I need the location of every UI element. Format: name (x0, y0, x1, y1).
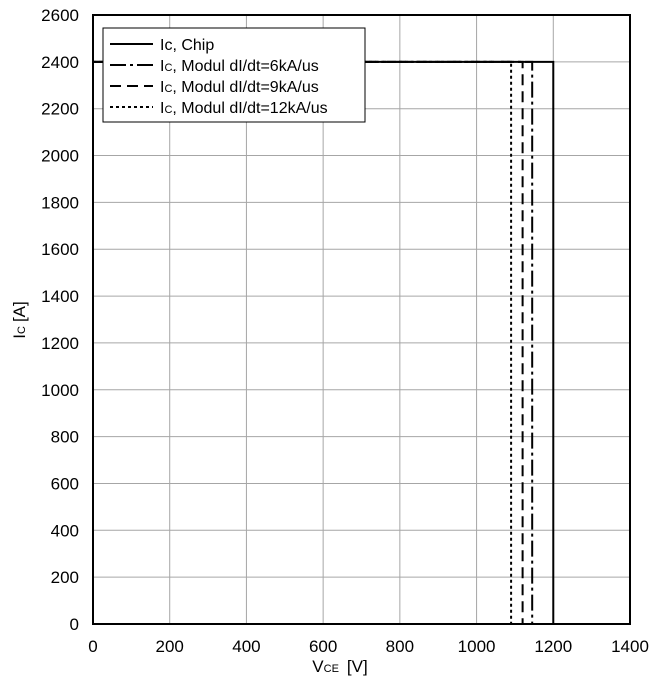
y-tick-label-10: 2000 (41, 147, 79, 166)
legend-label-0: Ic, Chip (160, 37, 214, 54)
x-tick-label-5: 1000 (458, 637, 496, 656)
y-tick-label-2: 400 (51, 521, 79, 540)
x-axis-label: VCE [V] (312, 657, 367, 676)
y-tick-label-4: 800 (51, 428, 79, 447)
legend-label-3: IC, Modul dI/dt=12kA/us (160, 100, 328, 117)
x-tick-label-6: 1200 (534, 637, 572, 656)
y-tick-label-13: 2600 (41, 6, 79, 25)
y-tick-label-8: 1600 (41, 240, 79, 259)
legend-label-1: IC, Modul dI/dt=6kA/us (160, 58, 319, 75)
y-tick-label-12: 2400 (41, 53, 79, 72)
x-tick-label-4: 800 (386, 637, 414, 656)
legend: Ic, Chip IC, Modul dI/dt=6kA/us IC, Modul … (102, 27, 366, 123)
y-tick-label-1: 200 (51, 568, 79, 587)
x-tick-label-1: 200 (156, 637, 184, 656)
tick-labels: 0 200 400 600 800 1000 1200 1400 0 200 400 600 800 10… (41, 6, 649, 656)
x-tick-label-3: 600 (309, 637, 337, 656)
x-tick-label-7: 1400 (611, 637, 649, 656)
x-tick-label-0: 0 (88, 637, 97, 656)
y-tick-label-6: 1200 (41, 334, 79, 353)
y-tick-label-5: 1000 (41, 381, 79, 400)
x-tick-label-2: 400 (232, 637, 260, 656)
plot-frame (92, 14, 631, 625)
y-axis-label: IC[A] (10, 301, 29, 338)
y-tick-label-9: 1800 (41, 193, 79, 212)
legend-label-2: IC, Modul dI/dt=9kA/us (160, 79, 319, 96)
y-tick-label-11: 2200 (41, 100, 79, 119)
y-tick-label-3: 600 (51, 474, 79, 493)
y-tick-label-0: 0 (70, 615, 79, 634)
y-tick-label-7: 1400 (41, 287, 79, 306)
